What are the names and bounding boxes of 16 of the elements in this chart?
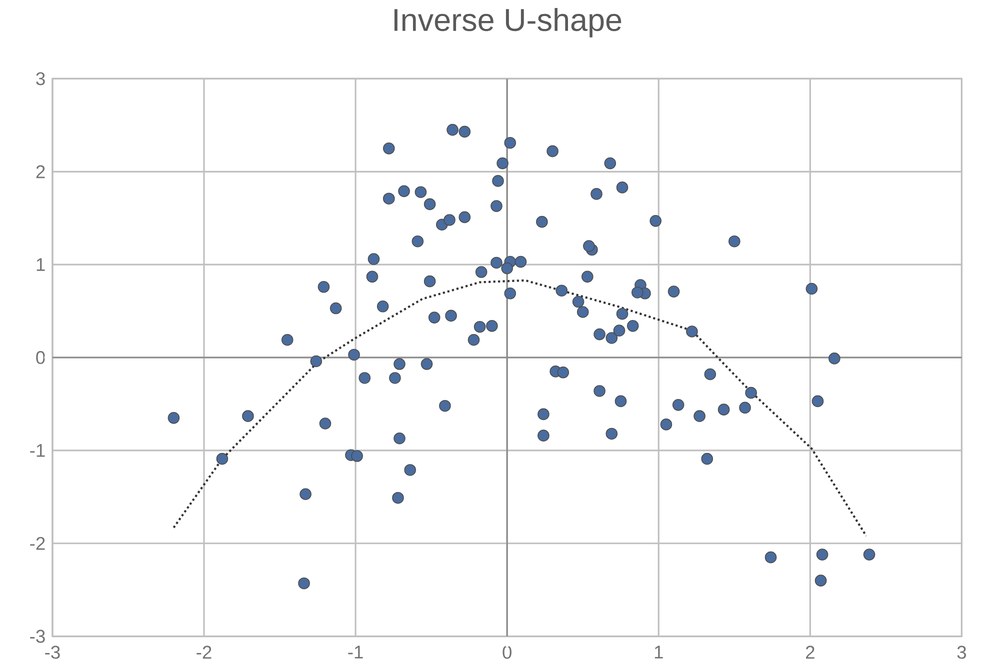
- y-tick-label: -1: [30, 444, 45, 457]
- y-tick-label: 3: [36, 72, 45, 86]
- x-tick-label: 2: [806, 646, 814, 659]
- y-tick-label: 0: [36, 350, 45, 364]
- x-tick-label: -1: [348, 646, 363, 658]
- x-tick-label: -3: [45, 646, 60, 659]
- y-tick-label: -2: [30, 536, 45, 550]
- y-tick-label: -3: [30, 630, 45, 643]
- chart-title: Inverse U-shape: [394, 8, 622, 38]
- x-tick-label: -2: [196, 646, 212, 659]
- line-series: [172, 279, 868, 537]
- y-tick-label: 1: [36, 258, 45, 271]
- x-tick-label: 0: [502, 646, 512, 659]
- x-tick-label: 3: [957, 646, 966, 659]
- x-tick-label: 1: [654, 646, 663, 658]
- y-tick-label: 2: [36, 165, 45, 178]
